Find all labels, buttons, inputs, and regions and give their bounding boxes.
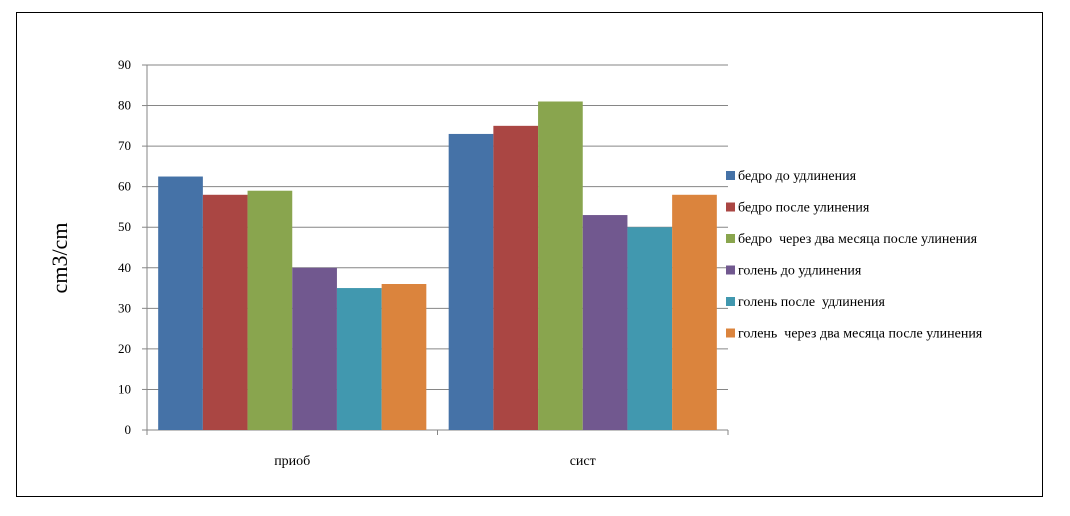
bar (448, 133, 494, 430)
y-axis-label: cm3/cm (47, 223, 72, 294)
legend: бедро до удлинения бедро после улинения бе… (726, 169, 983, 342)
y-tick-label: 10 (118, 381, 131, 396)
legend-label: бедро через два месяца после улинения (738, 232, 978, 247)
legend-swatch (726, 202, 735, 212)
bar (292, 267, 337, 430)
y-tick-label: 40 (118, 260, 131, 275)
legend-label: голень после удлинения (738, 295, 885, 310)
y-tick-label: 0 (125, 422, 132, 437)
y-tick-label: 30 (118, 300, 131, 315)
legend-label: голень через два месяца после улинения (738, 327, 983, 342)
y-tick-label: 20 (118, 341, 131, 356)
bar (202, 194, 248, 430)
y-tick-label: 70 (118, 138, 131, 153)
bar (582, 215, 628, 430)
bar (247, 190, 293, 430)
x-category-label: приоб (274, 454, 310, 469)
bar (672, 194, 717, 430)
legend-label: бедро после улинения (738, 201, 870, 216)
legend-label: голень до удлинения (738, 264, 862, 279)
y-tick-label: 50 (118, 219, 131, 234)
bar (627, 227, 673, 430)
bar (158, 176, 203, 430)
legend-swatch (726, 265, 735, 275)
x-category-label: сист (570, 454, 596, 469)
y-tick-label: 90 (118, 57, 131, 72)
legend-label: бедро до удлинения (738, 169, 857, 184)
legend-swatch (726, 171, 735, 180)
legend-swatch (726, 234, 735, 243)
bar (381, 284, 427, 430)
legend-swatch (726, 297, 735, 306)
bars (158, 101, 717, 430)
y-tick-label: 60 (118, 179, 131, 194)
legend-swatch (726, 328, 735, 338)
bar (493, 125, 539, 430)
y-tick-label: 80 (118, 98, 131, 113)
axes: 0 10 20 30 40 50 60 70 80 90 приоб сист (118, 57, 729, 469)
bar (538, 101, 583, 430)
bar (336, 288, 382, 430)
